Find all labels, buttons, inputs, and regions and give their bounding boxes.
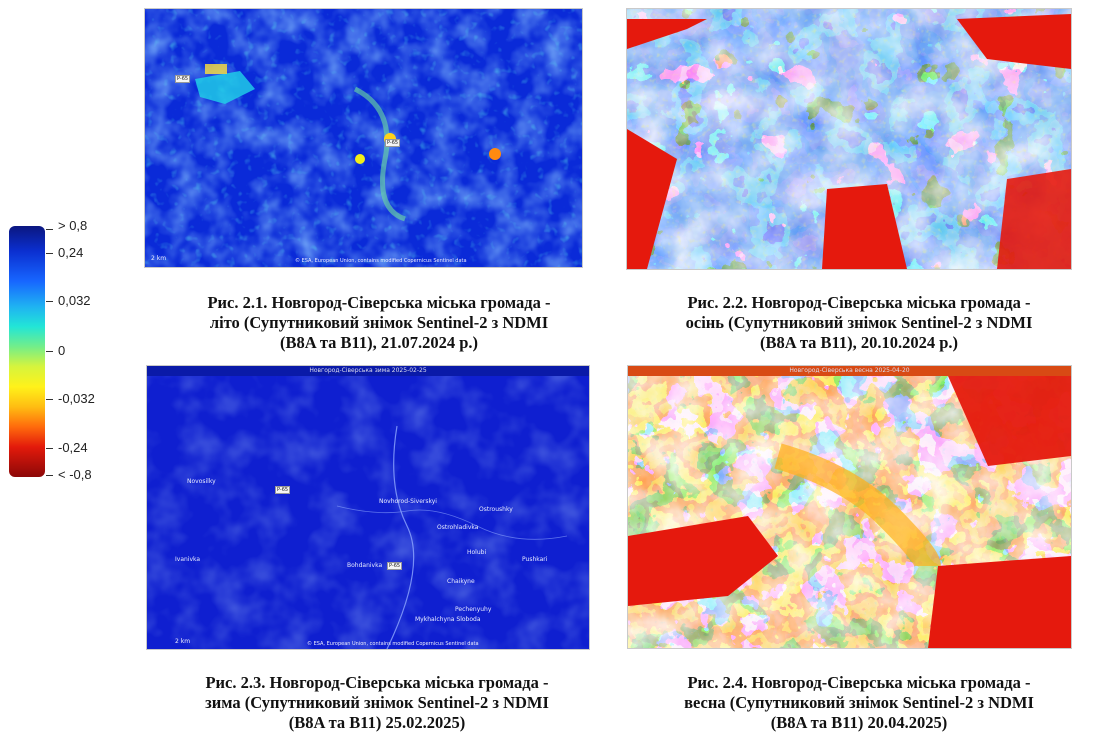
place-label: Ivanivka [175,556,201,563]
ndmi-color-legend-bar [9,226,45,477]
place-label: Bohdanivka [347,562,383,569]
legend-label-max: > 0,8 [58,218,88,233]
figure-caption-2-4: Рис. 2.4. Новгород-Сіверська міська гром… [684,673,1034,732]
legend-tick [46,351,53,352]
map-winter-ndmi: Новгород-Сіверська зима 2025-02-25 Novos… [146,365,590,650]
place-label: Chaikyne [447,578,475,585]
legend-tick [46,475,53,476]
place-label: Ostrohladivka [437,524,479,531]
legend-label-min: < -0,8 [58,467,92,482]
place-label: Mykhalchyna Sloboda [415,616,481,623]
place-label: Pechenyuhy [455,606,492,613]
legend-label: -0,032 [58,391,95,406]
road-badge: P-65 [387,562,403,570]
map-header: Новгород-Сіверська весна 2025-04-20 [789,367,910,374]
figure-caption-2-3: Рис. 2.3. Новгород-Сіверська міська гром… [205,673,549,732]
place-label: Ostroushky [479,506,513,513]
map-spring-ndmi: Новгород-Сіверська весна 2025-04-20 [627,365,1072,649]
figure-caption-2-1: Рис. 2.1. Новгород-Сіверська міська гром… [207,293,551,352]
legend-label: 0,24 [58,245,84,260]
legend-tick [46,399,53,400]
place-label: Holubi [467,549,487,556]
road-badge: P-65 [275,486,291,494]
map-summer-ndmi: P-65 P-65 2 km © ESA, European Union, co… [144,8,583,268]
map-header: Новгород-Сіверська зима 2025-02-25 [309,367,427,374]
figure-caption-2-2: Рис. 2.2. Новгород-Сіверська міська гром… [685,293,1033,352]
legend-label: -0,24 [58,440,88,455]
legend-tick [46,448,53,449]
legend-label: 0,032 [58,293,91,308]
legend-tick [46,229,53,230]
legend-tick [46,301,53,302]
map-autumn-ndmi [626,8,1072,270]
place-label: Novosilky [187,478,216,485]
place-label: Novhorod-Siverskyi [379,498,437,505]
legend-tick [46,253,53,254]
place-label: Pushkari [522,556,548,563]
legend-label-zero: 0 [58,343,66,358]
